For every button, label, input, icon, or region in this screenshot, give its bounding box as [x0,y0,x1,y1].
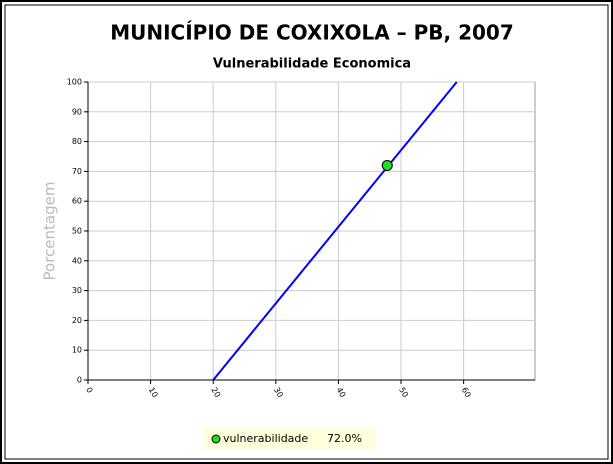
x-tick-label: 20 [209,386,222,399]
y-tick-label: 60 [72,197,82,206]
y-tick-label: 30 [72,286,82,295]
x-tick-label: 30 [272,386,285,399]
y-axis-label: Porcentagem [41,182,59,281]
data-point [381,159,393,171]
y-tick-label: 20 [72,316,82,325]
chart-subtitle: Vulnerabilidade Economica [213,57,411,72]
y-tick-label: 90 [72,107,82,116]
y-tick-label: 50 [72,227,82,236]
x-tick-label: 50 [397,386,410,399]
inner-frame [4,4,609,460]
legend-label: vulnerabilidade [223,432,308,445]
line-series [212,81,458,381]
legend-value: 72.0% [327,432,362,445]
y-tick-label: 40 [72,256,82,265]
legend-marker [211,434,221,444]
y-tick-label: 70 [72,167,82,176]
x-tick-label: 60 [460,386,473,399]
y-tick-label: 80 [72,137,82,146]
x-tick-label: 10 [147,386,160,399]
x-tick-label: 0 [84,386,94,395]
y-tick-label: 0 [77,376,82,385]
x-tick-label: 40 [335,386,348,399]
legend [204,428,376,450]
chart-title: MUNICÍPIO DE COXIXOLA – PB, 2007 [110,21,514,45]
y-tick-label: 10 [72,346,82,355]
y-tick-label: 100 [67,78,82,87]
